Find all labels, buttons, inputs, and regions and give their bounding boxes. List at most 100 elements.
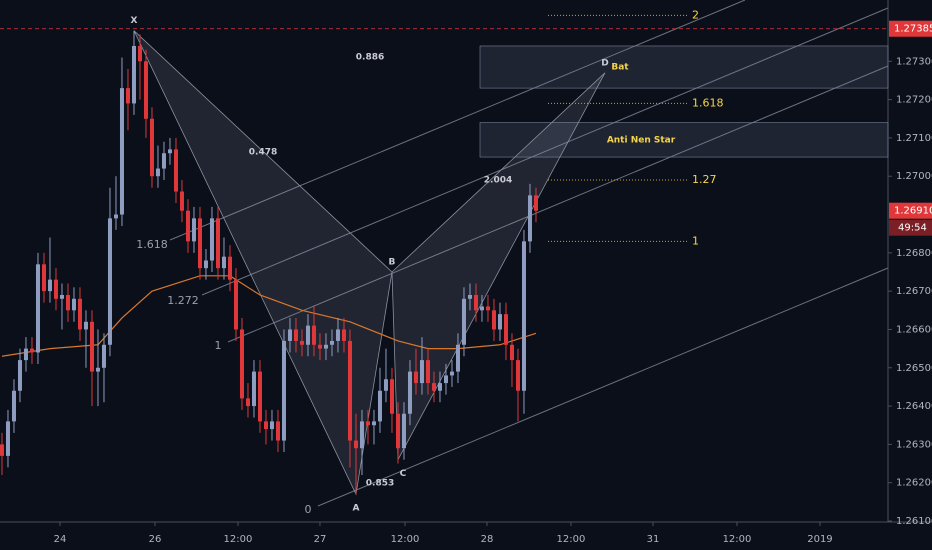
x-tick-label: 12:00 — [723, 534, 752, 545]
candle-body — [131, 45, 136, 104]
candle-body — [47, 279, 52, 292]
extension-label: 0 — [305, 503, 312, 516]
candle-body — [503, 314, 508, 345]
candle-body — [35, 264, 40, 353]
candle-body — [335, 329, 340, 341]
candle-body — [299, 340, 304, 345]
fib-level-label: 1.618 — [692, 96, 724, 109]
y-tick-label: 1.26800 — [896, 248, 932, 259]
candle-body — [317, 344, 322, 349]
candle-body — [473, 294, 478, 311]
extension-label: 1 — [215, 339, 222, 352]
x-tick-label: 12:00 — [557, 534, 586, 545]
fib-level-label: 2 — [692, 8, 699, 21]
candle-body — [449, 371, 454, 376]
y-tick-label: 1.26200 — [896, 478, 932, 489]
candle-body — [323, 344, 328, 349]
candle-body — [455, 344, 460, 372]
candle-body — [41, 264, 46, 292]
candle-body — [269, 421, 274, 430]
candle-body — [413, 371, 418, 384]
candle-body — [89, 321, 94, 372]
pattern-ratio: 2.004 — [484, 176, 512, 186]
candle-body — [263, 421, 268, 430]
candle-body — [347, 340, 352, 441]
candle-body — [17, 360, 22, 391]
candle-body — [353, 440, 358, 449]
extension-line — [227, 65, 889, 343]
extension-line — [317, 267, 889, 507]
pattern-ratio: 0.886 — [356, 53, 384, 63]
zone-label: Anti Nen Star — [607, 135, 676, 145]
y-tick-label: 1.27300 — [896, 56, 932, 67]
candle-body — [407, 371, 412, 414]
countdown-box — [889, 219, 932, 236]
candle-body — [203, 260, 208, 269]
candle-body — [101, 344, 106, 368]
candle-body — [233, 279, 238, 330]
candle-body — [95, 367, 100, 372]
y-tick-label: 1.27200 — [896, 95, 932, 106]
candle-body — [137, 45, 142, 62]
candle-body — [485, 306, 490, 311]
candle-body — [377, 390, 382, 422]
candle-body — [59, 294, 64, 299]
candle-body — [125, 88, 130, 104]
pattern-point-label: A — [352, 504, 359, 514]
candle-body — [179, 191, 184, 211]
candle-body — [197, 218, 202, 269]
fib-level-label: 1.27 — [692, 173, 717, 186]
candle-body — [191, 218, 196, 242]
candle-body — [311, 325, 316, 345]
candle-body — [173, 149, 178, 192]
x-tick-label: 28 — [481, 534, 494, 545]
zone-box — [479, 45, 889, 89]
y-tick-label: 1.26500 — [896, 363, 932, 374]
candle-body — [401, 413, 406, 449]
candle-body — [65, 294, 70, 311]
layers — [169, 0, 889, 507]
x-tick-label: 26 — [149, 534, 162, 545]
extension-line — [201, 7, 889, 296]
y-tick-label: 1.27000 — [896, 171, 932, 182]
x-tick-label: 27 — [314, 534, 327, 545]
candle-body — [161, 153, 166, 169]
x-tick-label: 12:00 — [224, 534, 253, 545]
y-tick-label: 1.27100 — [896, 133, 932, 144]
y-tick-label: 1.26700 — [896, 286, 932, 297]
candle-body — [281, 340, 286, 441]
candle-body — [53, 279, 58, 299]
fib-level-label: 1 — [692, 234, 699, 247]
candle-body — [227, 256, 232, 280]
candle-body — [515, 360, 520, 391]
candle-body — [287, 329, 292, 341]
x-tick-label: 31 — [647, 534, 660, 545]
candle-body — [215, 218, 220, 269]
candle-body — [5, 421, 10, 456]
pattern-shape — [391, 72, 606, 462]
candle-body — [23, 348, 28, 361]
candle-body — [467, 294, 472, 299]
candle-body — [305, 325, 310, 345]
candle-body — [209, 218, 214, 261]
candle-body — [167, 149, 172, 154]
pattern-shape — [133, 30, 393, 496]
candle-body — [479, 306, 484, 311]
candle-body — [0, 444, 4, 456]
candle-body — [359, 421, 364, 449]
candle-body — [431, 383, 436, 391]
candle-body — [533, 195, 538, 211]
candle-body — [11, 390, 16, 422]
candle-body — [383, 379, 388, 391]
candle-body — [71, 298, 76, 311]
y-tick-label: 1.26400 — [896, 401, 932, 412]
candle-body — [221, 256, 226, 269]
candle-body — [149, 118, 154, 177]
candle-body — [371, 421, 376, 426]
candle-body — [293, 329, 298, 341]
y-tick-label: 1.26600 — [896, 324, 932, 335]
candle-body — [527, 195, 532, 242]
pattern-point-label: X — [131, 16, 138, 26]
